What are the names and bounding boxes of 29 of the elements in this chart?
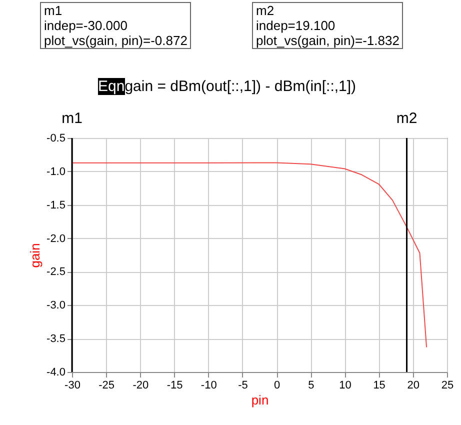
text: m2 indep=19.100 plot_vs(gain, pin)=-1.832 <box>252 2 404 49</box>
x-tick-label: 20 <box>407 380 420 392</box>
x-tick-label: -15 <box>166 380 183 392</box>
y-tick-label: -2.0 <box>46 232 66 245</box>
x-tick-label: 0 <box>274 380 280 392</box>
x-axis-title: pin <box>251 392 269 408</box>
x-tick-label: -25 <box>98 380 115 392</box>
x-tick-label: 15 <box>373 380 386 392</box>
line-series <box>72 162 428 348</box>
x-tick-label: -10 <box>200 380 217 392</box>
x-tick-label: 25 <box>441 380 454 392</box>
x-tick-label: -5 <box>238 380 248 392</box>
text: Eqn <box>98 78 125 95</box>
y-tick-label: -2.5 <box>46 266 66 278</box>
y-tick-label: -0.5 <box>46 132 66 144</box>
y-tick-label: -1.0 <box>46 166 66 178</box>
x-tick-label: -20 <box>132 380 149 392</box>
y-tick-label: -1.5 <box>46 199 66 212</box>
text: gain = dBm(out[::,1]) - dBm(in[::,1]) <box>124 78 356 95</box>
x-tick-label: 5 <box>308 380 314 392</box>
x-tick-label: -30 <box>64 380 80 392</box>
text: m1 indep=-30.000 plot_vs(gain, pin)=-0.872 <box>40 2 192 49</box>
x-tick-label: 10 <box>339 380 352 392</box>
ref-line-label: m1 <box>62 110 82 127</box>
y-tick-label: -4.0 <box>46 366 66 378</box>
y-tick-label: -3.5 <box>46 333 66 346</box>
ref-line-label: m2 <box>396 110 418 127</box>
y-tick-label: -3.0 <box>46 300 66 312</box>
y-axis-title: gain <box>28 243 43 268</box>
